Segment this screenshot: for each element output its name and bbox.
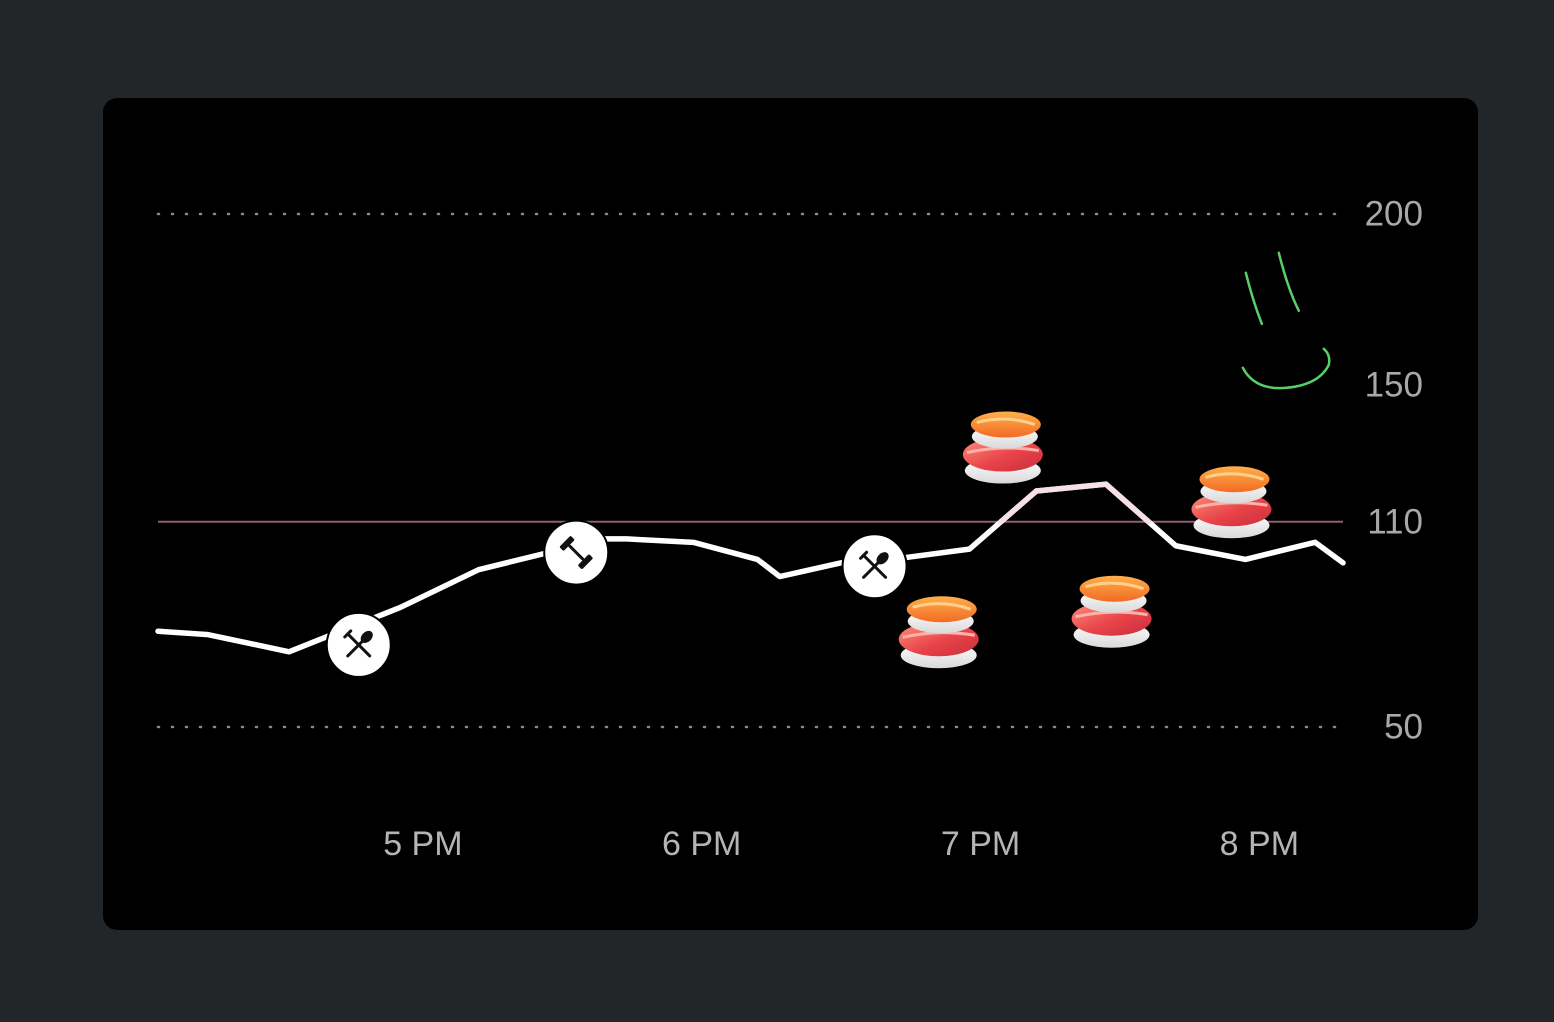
- dumbbell-weight-right: [578, 554, 593, 569]
- sushi-sticker-icon: [961, 410, 1045, 486]
- x-tick-label-5-pm: 5 PM: [383, 825, 462, 863]
- meal-event-marker[interactable]: [841, 533, 908, 600]
- spoon-bowl: [876, 552, 889, 565]
- fork-knife-icon: [859, 550, 889, 579]
- glucose-line-above-target: [1103, 481, 1152, 525]
- fork-knife-icon: [343, 629, 373, 658]
- y-tick-label-200: 200: [1365, 195, 1423, 234]
- dumbbell-icon: [559, 536, 593, 569]
- spoon-bowl: [360, 630, 373, 644]
- smiley-doodle-icon: [1241, 251, 1331, 390]
- x-tick-label-8-pm: 8 PM: [1220, 825, 1299, 863]
- fork-tine: [343, 629, 353, 639]
- y-tick-label-110: 110: [1367, 502, 1423, 541]
- dumbbell-bar: [568, 544, 585, 561]
- fork-tine: [859, 550, 869, 560]
- glucose-line-above-target: [998, 488, 1040, 525]
- y-tick-label-50: 50: [1384, 708, 1423, 747]
- glucose-chart: 200 150 110 50 5 PM 6 PM 7 PM 8 PM: [155, 195, 1423, 863]
- sushi-sticker-icon: [897, 594, 981, 670]
- sushi-sticker-icon: [1070, 574, 1154, 650]
- sushi-sticker-icon: [1189, 464, 1273, 540]
- glucose-chart-card: 200 150 110 50 5 PM 6 PM 7 PM 8 PM: [103, 98, 1478, 930]
- workout-event-marker[interactable]: [543, 519, 610, 586]
- glucose-line-above-target: [1033, 481, 1109, 494]
- meal-event-marker[interactable]: [325, 611, 392, 678]
- doodle-eye-left: [1244, 271, 1264, 326]
- y-tick-label-150: 150: [1365, 366, 1423, 405]
- doodle-eye-right: [1277, 251, 1301, 313]
- glucose-line: [155, 481, 1346, 655]
- doodle-mouth: [1241, 347, 1331, 390]
- x-tick-label-7-pm: 7 PM: [941, 825, 1020, 863]
- x-tick-label-6-pm: 6 PM: [662, 825, 741, 863]
- dumbbell-weight-left: [559, 536, 575, 551]
